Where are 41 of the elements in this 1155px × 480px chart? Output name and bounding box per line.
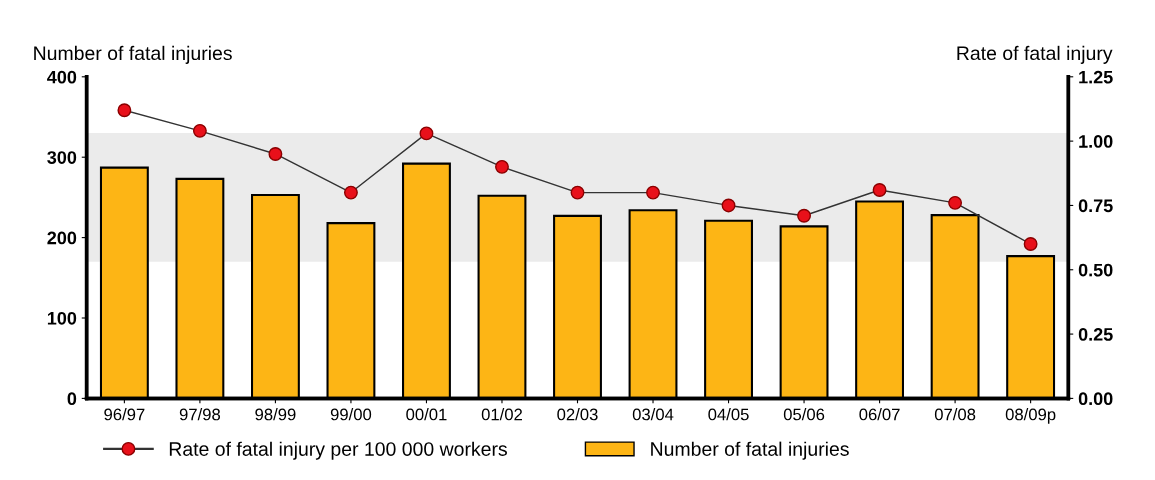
x-tick-label: 04/05: [708, 408, 749, 421]
legend-label: Rate of fatal injury per 100 000 workers: [169, 441, 507, 460]
x-tick-label: 02/03: [557, 408, 598, 421]
y2-tick-label: 1.00: [1079, 135, 1113, 148]
y-tick-label: 100: [47, 311, 77, 325]
point: [268, 147, 283, 161]
x-tick-label: 98/99: [255, 408, 296, 421]
point: [570, 185, 585, 200]
x-tick-label: 01/02: [481, 408, 522, 421]
point: [721, 198, 736, 213]
point: [495, 159, 509, 174]
x-tick-label: 99/00: [330, 408, 372, 421]
legend-label: Number of fatal injuries: [651, 441, 849, 460]
x-tick-label: 03/04: [632, 408, 674, 421]
point: [117, 103, 132, 118]
y-tick-label: 0: [67, 392, 77, 406]
y2-tick-label: 0.25: [1078, 328, 1113, 341]
y-tick-label: 400: [47, 70, 77, 84]
y2-axis-title: Rate of fatal injury: [957, 45, 1113, 64]
point: [343, 185, 358, 200]
point: [192, 123, 207, 138]
y2-tick-label: 0.50: [1078, 263, 1113, 277]
point: [797, 208, 812, 223]
x-tick-label: 08/09p: [1005, 408, 1056, 424]
y2-tick-label: 1.25: [1079, 70, 1113, 84]
x-tick-label: 96/97: [104, 408, 145, 421]
point: [948, 195, 963, 210]
point: [1023, 237, 1038, 251]
point: [646, 185, 660, 200]
x-tick-label: 06/07: [859, 408, 900, 421]
x-tick-label: 07/08: [934, 408, 976, 421]
y-axis-title: Number of fatal injuries: [34, 45, 232, 64]
y2-tick-label: 0.00: [1078, 392, 1113, 406]
y-tick-label: 200: [47, 231, 77, 245]
y2-tick-label: 0.75: [1078, 199, 1113, 213]
point: [872, 183, 887, 197]
x-tick-label: 00/01: [406, 408, 447, 421]
y-tick-label: 300: [47, 151, 77, 164]
x-tick-label: 97/98: [179, 408, 221, 421]
x-tick-label: 05/06: [783, 408, 825, 421]
point: [419, 126, 434, 141]
